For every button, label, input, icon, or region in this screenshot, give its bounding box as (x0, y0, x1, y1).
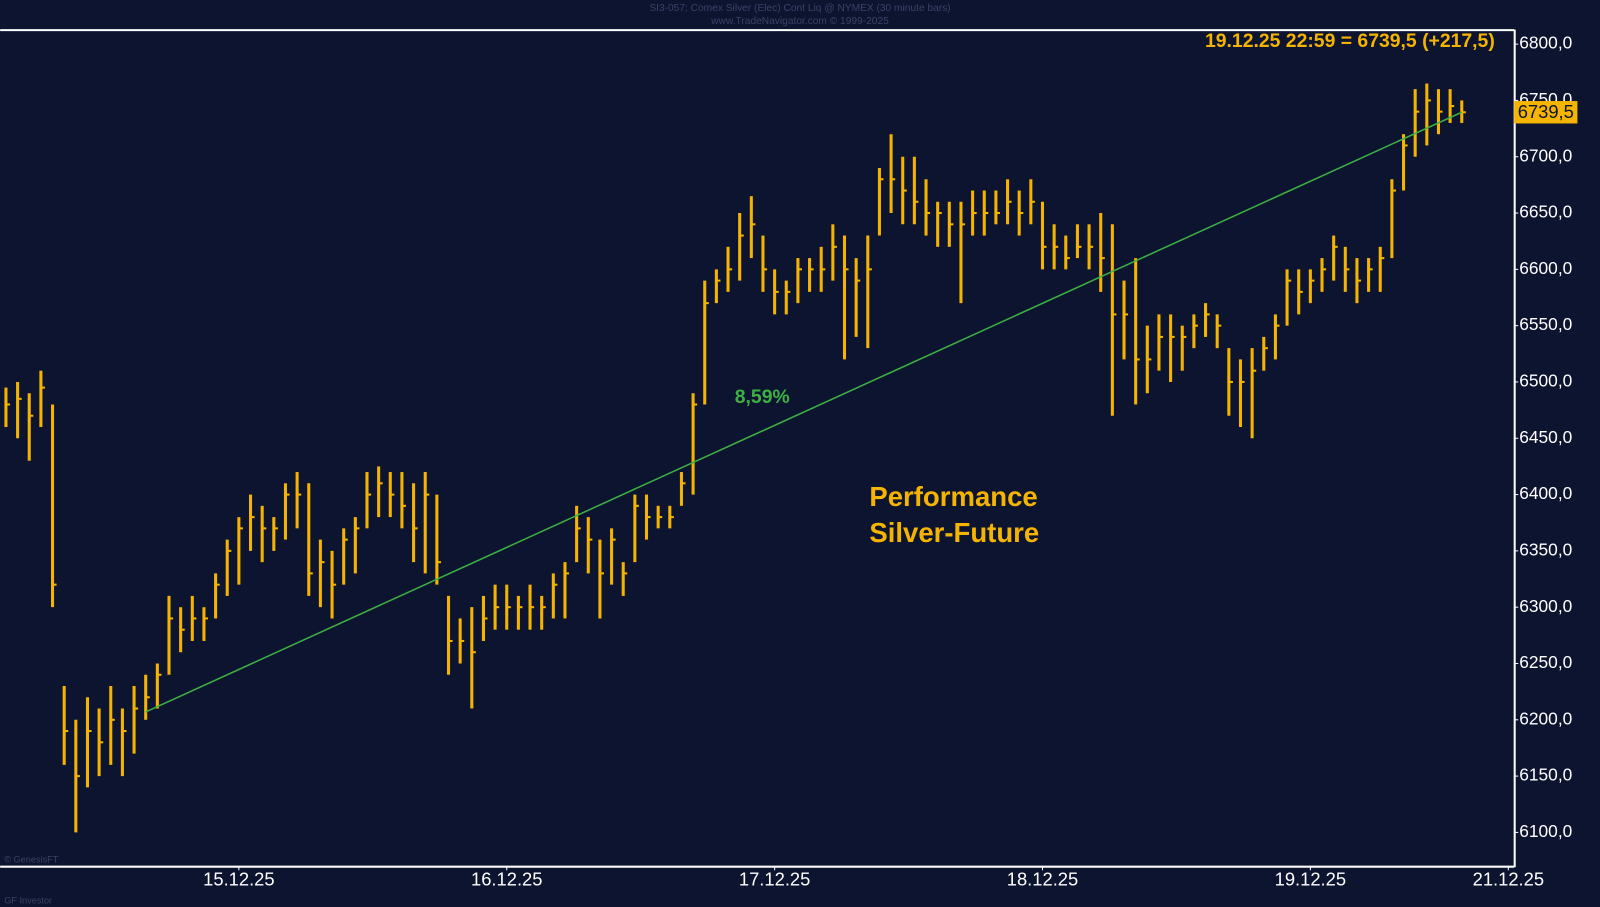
y-tick-label: 6600,0 (1519, 258, 1572, 278)
x-tick-label: 17.12.25 (739, 868, 810, 889)
x-tick-label: 19.12.25 (1275, 868, 1346, 889)
footer-text: © GenesisFT (4, 854, 59, 864)
y-tick-label: 6550,0 (1519, 314, 1572, 334)
trend-label: 8,59% (735, 386, 790, 408)
y-tick-label: 6800,0 (1519, 33, 1572, 53)
y-tick-label: 6350,0 (1519, 539, 1572, 559)
y-tick-label: 6400,0 (1519, 483, 1572, 503)
y-tick-label: 6700,0 (1519, 145, 1572, 165)
performance-text: Silver-Future (869, 517, 1039, 548)
last-value-label: 6739,5 (1518, 101, 1574, 122)
last-price-annotation: 19.12.25 22:59 = 6739,5 (+217,5) (1205, 30, 1495, 52)
last-value-box (1514, 101, 1578, 124)
y-tick-label: 6100,0 (1519, 821, 1572, 841)
x-tick-label: 15.12.25 (203, 868, 274, 889)
x-tick-label: 16.12.25 (471, 868, 542, 889)
y-tick-label: 6250,0 (1519, 652, 1572, 672)
chart-subtitle: www.TradeNavigator.com © 1999-2025 (710, 16, 889, 27)
y-tick-label: 6150,0 (1519, 765, 1572, 785)
y-tick-label: 6300,0 (1519, 596, 1572, 616)
y-tick-label: 6650,0 (1519, 202, 1572, 222)
trend-line (145, 111, 1463, 713)
y-tick-label: 6450,0 (1519, 427, 1572, 447)
y-tick-label: 6500,0 (1519, 371, 1572, 391)
y-tick-label: 6200,0 (1519, 708, 1572, 728)
performance-text: Performance (869, 481, 1037, 512)
chart-title: SI3-057: Comex Silver (Elec) Cont Liq @ … (649, 3, 950, 14)
footer-text: GF Investor (4, 895, 52, 905)
x-tick-label: 18.12.25 (1007, 868, 1078, 889)
x-tick-label: 21.12.25 (1473, 868, 1544, 889)
